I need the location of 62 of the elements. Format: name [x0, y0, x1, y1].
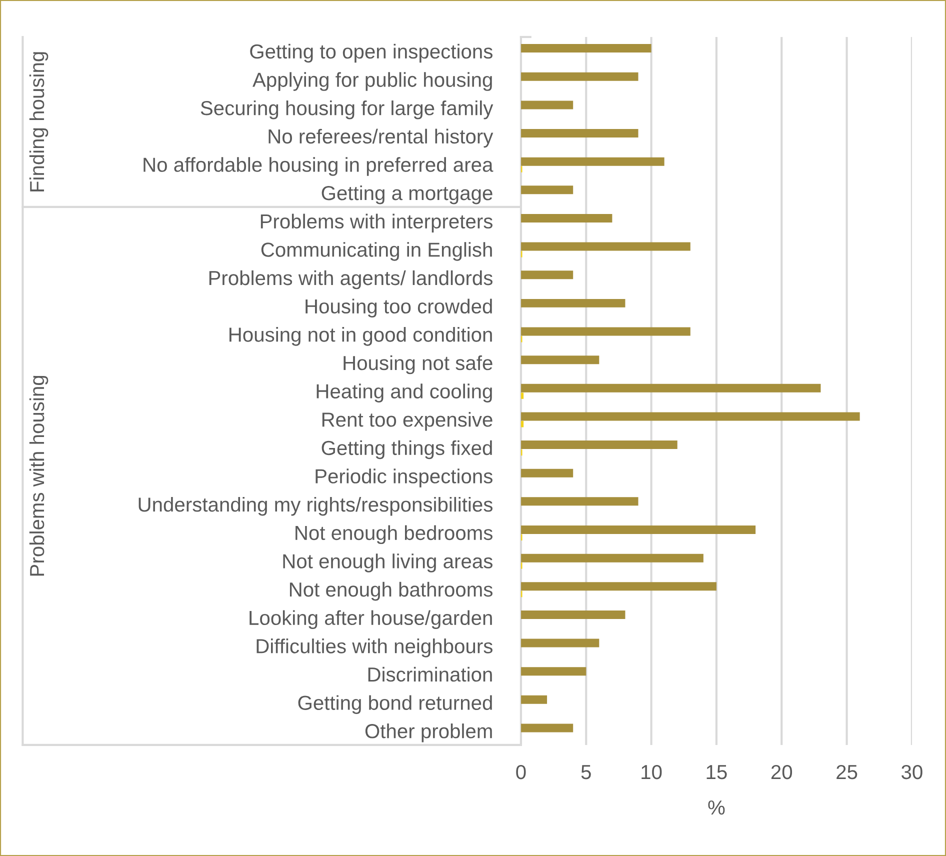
y-tick-label: Housing not safe — [344, 355, 492, 374]
bar — [520, 667, 586, 676]
y-tick-label: Getting things fixed — [322, 440, 492, 460]
y-tick-label: Not enough bathrooms — [290, 582, 492, 601]
bar — [520, 468, 574, 478]
x-axis-title: % — [708, 800, 725, 815]
x-tick-label: 30 — [902, 764, 922, 780]
y-tick-label: Problems with interpreters — [260, 214, 492, 233]
bar — [520, 157, 664, 166]
x-tick-label: 25 — [836, 764, 858, 780]
bar — [520, 610, 626, 619]
bar — [520, 412, 860, 421]
bar — [520, 270, 574, 280]
y-tick-label: Housing not in good condition — [230, 327, 492, 346]
y-tick-label: Housing too crowded — [306, 298, 492, 318]
y-tick-label: Securing housing for large family — [200, 100, 494, 120]
bar — [520, 440, 678, 450]
x-tick-label: 5 — [581, 765, 591, 780]
text: Problems with housing — [29, 376, 48, 576]
text: Finding housing — [29, 52, 48, 192]
bar — [520, 497, 638, 506]
y-tick-label: Other problem — [365, 724, 492, 742]
y-tick-label: Understanding my rights/responsibilities — [138, 496, 492, 516]
y-tick-label: Not enough bedrooms — [296, 525, 492, 544]
y-tick-label: Getting a mortgage — [322, 185, 492, 204]
y-tick-label: Difficulties with neighbours — [256, 638, 492, 658]
y-tick-label: Rent too expensive — [322, 412, 492, 431]
y-tick-label: Communicating in English — [261, 242, 492, 261]
x-tick-label: 20 — [771, 764, 792, 780]
y-tick-label: Getting to open inspections — [250, 44, 492, 63]
bar — [520, 186, 574, 194]
bar — [520, 582, 716, 591]
x-tick-label: 10 — [642, 764, 662, 780]
x-tick-label: 15 — [706, 765, 727, 780]
y-tick-label: Discrimination — [368, 666, 492, 682]
x-tick-label: 0 — [516, 764, 526, 780]
y-tick-label: Not enough living areas — [283, 554, 492, 572]
bar — [520, 554, 704, 562]
bar — [520, 526, 756, 534]
y-tick-label: Applying for public housing — [252, 72, 492, 91]
y-tick-label: Heating and cooling — [316, 384, 492, 402]
bar — [520, 129, 638, 138]
bar — [520, 724, 574, 732]
bar — [520, 72, 638, 81]
bar — [520, 420, 524, 428]
bar — [520, 44, 652, 53]
bar — [520, 392, 524, 399]
bar — [520, 298, 626, 308]
y-tick-label: Periodic inspections — [316, 468, 492, 488]
y-tick-label: No affordable housing in preferred area — [144, 157, 494, 176]
bar — [520, 356, 600, 364]
bar — [520, 384, 821, 392]
y-tick-label: No referees/rental history — [268, 128, 494, 148]
bar — [520, 695, 548, 704]
bar — [520, 242, 690, 251]
bar — [520, 214, 612, 222]
y-tick-label: Looking after house/garden — [250, 610, 492, 630]
bar — [520, 100, 574, 110]
bar — [520, 327, 690, 336]
bar — [520, 638, 600, 648]
y-tick-label: Problems with agents/ landlords — [209, 270, 492, 290]
y-tick-label: Getting bond returned — [298, 695, 492, 714]
